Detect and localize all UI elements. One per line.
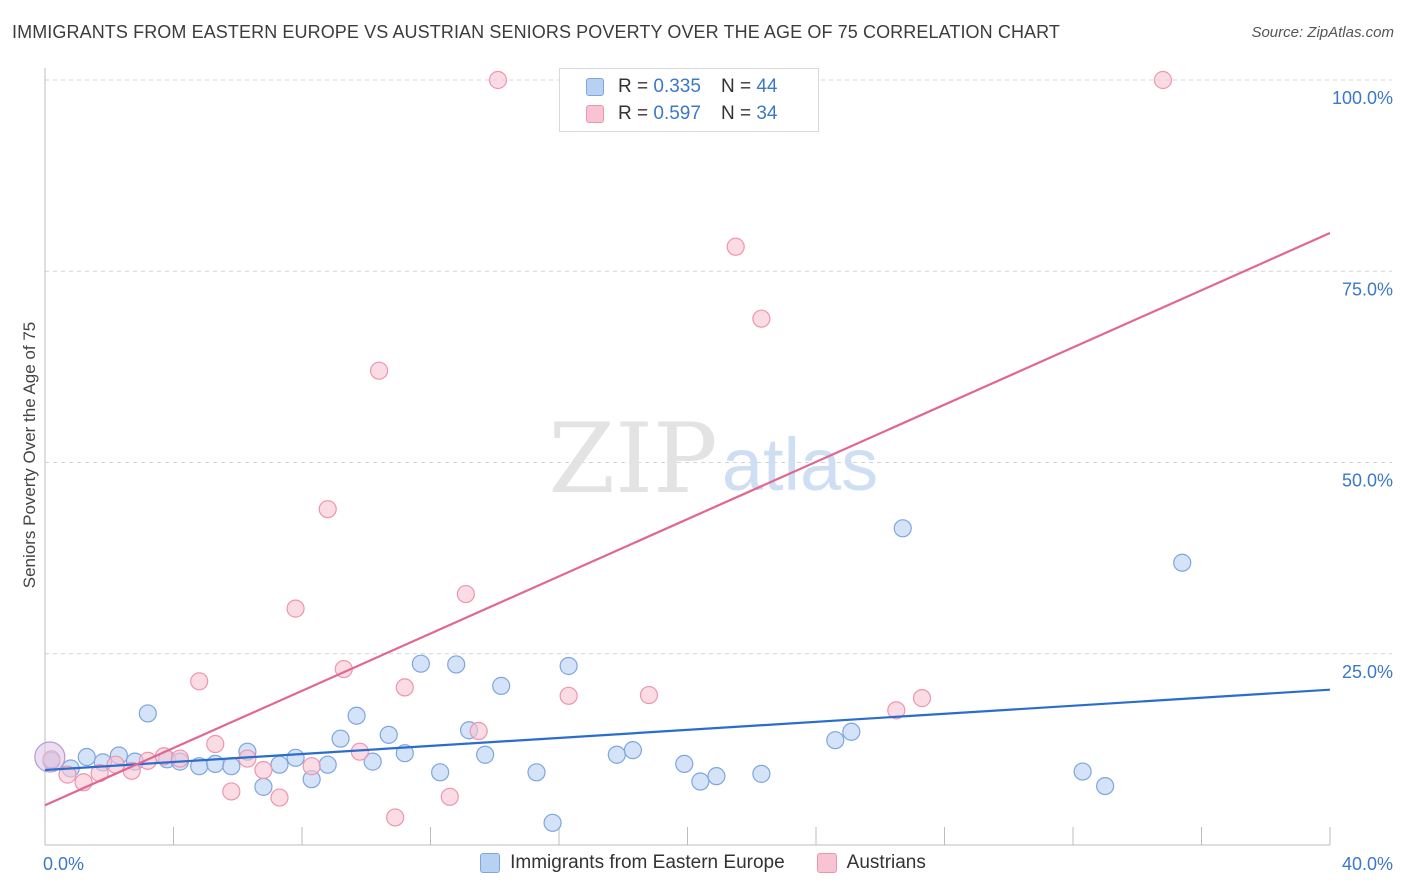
eastern-europe-point-20	[363, 752, 382, 771]
austrians-point-21	[386, 808, 405, 827]
legend: R = 0.335 N = 44 R = 0.597 N = 34	[559, 68, 819, 132]
eastern-europe-point-36	[707, 767, 726, 786]
austrians-point-27	[559, 686, 578, 705]
eastern-europe-point-17	[318, 755, 337, 774]
eastern-europe-point-40	[893, 519, 912, 538]
axes	[44, 68, 1331, 846]
gridlines	[45, 79, 1392, 655]
austrians-point-13	[254, 760, 273, 780]
austrians-point-23	[440, 787, 459, 806]
legend-r-label: R =	[618, 103, 649, 124]
series-legend-austrians: Austrians	[816, 852, 926, 874]
eastern-europe-point-41	[1073, 762, 1092, 781]
austrians-point-28	[639, 685, 659, 705]
legend-r-value: 0.335	[653, 76, 701, 97]
eastern-europe-point-13	[254, 777, 273, 796]
austrians-point-10	[206, 734, 225, 754]
austrians-point-1	[58, 765, 77, 784]
trend-lines	[44, 231, 1331, 807]
eastern-europe-point-42	[1096, 776, 1115, 796]
austrians-point-9	[190, 672, 209, 691]
eastern-europe-point-30	[559, 656, 578, 676]
austrians-point-32	[912, 689, 932, 708]
eastern-europe-point-31	[543, 813, 562, 832]
eastern-europe-point-15	[286, 748, 305, 767]
eastern-europe-point-43	[1173, 553, 1192, 572]
austrians-point-11	[222, 782, 241, 801]
x-tick-label-max: 40.0%	[1342, 854, 1393, 874]
austrians-point-6	[138, 751, 157, 770]
eastern-europe-point-2	[77, 747, 96, 767]
eastern-europe-point-37	[752, 764, 771, 783]
austrians-point-22	[395, 678, 414, 697]
austrians-point-29	[726, 237, 745, 256]
series-swatch-blue	[480, 853, 501, 873]
eastern-europe-point-33	[623, 741, 642, 760]
series-name: Immigrants from Eastern Europe	[510, 852, 785, 873]
eastern-europe-point-39	[842, 722, 861, 741]
y-tick-label-25: 25.0%	[1342, 662, 1393, 682]
eastern-europe-point-29	[527, 763, 546, 782]
austrians-point-14	[270, 788, 289, 807]
legend-n-label: N =	[720, 76, 752, 97]
origin-cluster-point	[34, 741, 66, 773]
y-tick-label-75: 75.0%	[1342, 279, 1393, 299]
eastern-europe-point-19	[347, 706, 366, 725]
series-legend-eastern-europe: Immigrants from Eastern Europe	[480, 852, 785, 874]
x-tick-label-min: 0.0%	[43, 854, 84, 874]
y-tick-label-50: 50.0%	[1342, 471, 1393, 491]
legend-row-eastern-europe: R = 0.335 N = 44	[586, 74, 777, 100]
legend-n-value: 34	[756, 103, 778, 124]
legend-swatch-blue	[586, 78, 604, 96]
eastern-europe-point-22	[395, 744, 414, 763]
austrians-point-30	[752, 309, 771, 328]
data-points	[34, 70, 1192, 832]
eastern-europe-point-23	[411, 654, 430, 673]
watermark: ZIP atlas	[548, 403, 878, 515]
y-tick-label-100: 100.0%	[1332, 88, 1393, 108]
eastern-europe-point-28	[492, 676, 511, 695]
austrians-point-20	[370, 361, 389, 380]
eastern-europe-trend-line	[44, 688, 1331, 772]
chart-source: Source: ZipAtlas.com	[1251, 24, 1394, 41]
legend-n-value: 44	[756, 76, 778, 97]
eastern-europe-point-18	[331, 729, 350, 748]
eastern-europe-point-27	[476, 745, 495, 764]
eastern-europe-point-6	[138, 704, 157, 723]
austrians-point-26	[488, 70, 508, 90]
austrians-trend-line	[44, 231, 1331, 807]
austrians-point-15	[286, 599, 305, 618]
legend-r-label: R =	[618, 76, 649, 97]
eastern-europe-point-21	[379, 725, 398, 744]
eastern-europe-point-38	[826, 731, 845, 750]
austrians-point-16	[302, 757, 321, 776]
eastern-europe-point-11	[222, 757, 241, 776]
tick-labels: 25.0% 50.0% 75.0% 100.0% 0.0% 40.0%	[43, 88, 1393, 874]
series-name: Austrians	[846, 852, 926, 873]
austrians-point-33	[1153, 70, 1173, 90]
legend-n-label: N =	[720, 103, 752, 124]
eastern-europe-point-32	[607, 745, 626, 764]
legend-r-value: 0.597	[653, 103, 701, 124]
eastern-europe-point-35	[691, 772, 710, 791]
austrians-point-17	[318, 500, 337, 519]
eastern-europe-point-34	[675, 754, 694, 774]
austrians-point-24	[456, 584, 475, 604]
austrians-point-31	[887, 701, 906, 720]
legend-swatch-pink	[586, 105, 604, 123]
watermark-zip: ZIP	[548, 403, 717, 515]
series-swatch-pink	[816, 853, 837, 873]
austrians-point-25	[469, 721, 488, 741]
legend-row-austrians: R = 0.597 N = 34	[586, 101, 777, 127]
eastern-europe-point-14	[270, 755, 289, 774]
austrians-point-8	[170, 749, 190, 768]
eastern-europe-point-24	[431, 763, 450, 782]
chart-title: IMMIGRANTS FROM EASTERN EUROPE VS AUSTRI…	[12, 22, 1061, 42]
series-legend: Immigrants from Eastern Europe Austrians	[0, 852, 1406, 874]
eastern-europe-point-25	[447, 655, 466, 674]
